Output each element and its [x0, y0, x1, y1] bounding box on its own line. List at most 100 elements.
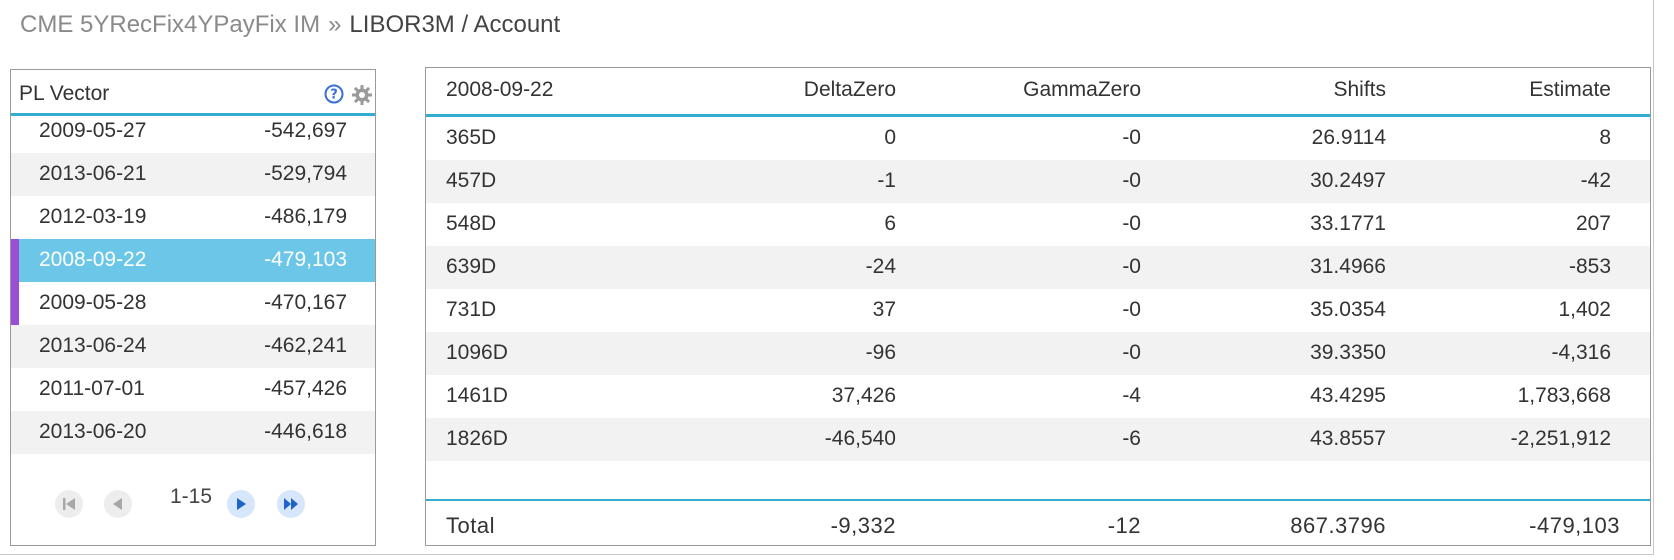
cell-shifts: 43.4295 [1310, 384, 1386, 407]
pl-vector-value: -542,697 [264, 119, 347, 142]
table-row[interactable]: 365D 0 -0 26.9114 8 [426, 117, 1650, 160]
cell-tenor: 1826D [446, 427, 508, 450]
pl-vector-value: -457,426 [264, 377, 347, 400]
cell-gammazero: -0 [1122, 212, 1141, 235]
cell-estimate: -853 [1568, 255, 1611, 278]
cell-deltazero: -96 [865, 341, 896, 364]
cell-tenor: 1461D [446, 384, 508, 407]
pager-prev-button[interactable] [103, 489, 133, 519]
pager-last-button[interactable] [276, 489, 306, 519]
breadcrumb-separator: » [328, 11, 342, 38]
pl-vector-panel: PL Vector ? [10, 69, 376, 546]
cell-tenor: 548D [446, 212, 497, 235]
header-date[interactable]: 2008-09-22 [446, 78, 554, 101]
cell-estimate: 8 [1599, 126, 1611, 149]
table-row[interactable]: 1096D -96 -0 39.3350 -4,316 [426, 332, 1650, 375]
cell-shifts: 31.4966 [1310, 255, 1386, 278]
table-header: 2008-09-22 DeltaZero GammaZero Shifts Es… [426, 68, 1650, 117]
breadcrumb-current: LIBOR3M / Account [349, 11, 561, 38]
pager-first-button[interactable] [54, 489, 84, 519]
cell-deltazero: -46,540 [824, 427, 896, 450]
header-gammazero[interactable]: GammaZero [1023, 78, 1141, 101]
gear-icon[interactable] [351, 84, 373, 106]
pl-vector-row[interactable]: 2013-06-24 -462,241 [11, 325, 375, 368]
cell-tenor: 1096D [446, 341, 508, 364]
pl-vector-date: 2009-05-27 [39, 119, 147, 142]
breadcrumb-parent-link[interactable]: CME 5YRecFix4YPayFix IM [20, 11, 321, 38]
cell-deltazero: 6 [884, 212, 896, 235]
table-row[interactable]: 1461D 37,426 -4 43.4295 1,783,668 [426, 375, 1650, 418]
cell-deltazero: -1 [877, 169, 896, 192]
cell-estimate: 1,402 [1558, 298, 1611, 321]
detail-table: 2008-09-22 DeltaZero GammaZero Shifts Es… [425, 67, 1651, 546]
total-label: Total [446, 513, 495, 538]
pl-vector-value: -479,103 [264, 248, 347, 271]
svg-text:?: ? [330, 88, 338, 103]
pl-vector-value: -462,241 [264, 334, 347, 357]
header-deltazero[interactable]: DeltaZero [803, 78, 896, 101]
total-deltazero: -9,332 [830, 513, 896, 538]
cell-gammazero: -4 [1122, 384, 1141, 407]
pl-vector-date: 2013-06-20 [39, 420, 147, 443]
cell-deltazero: 37 [872, 298, 896, 321]
pl-vector-value: -470,167 [264, 291, 347, 314]
pl-vector-date: 2013-06-21 [39, 162, 147, 185]
total-gammazero: -12 [1107, 513, 1141, 538]
pager-next-button[interactable] [226, 489, 256, 519]
table-row[interactable]: 1826D -46,540 -6 43.8557 -2,251,912 [426, 418, 1650, 461]
cell-shifts: 26.9114 [1311, 126, 1386, 149]
cell-deltazero: -24 [865, 255, 896, 278]
pl-vector-value: -486,179 [264, 205, 347, 228]
cell-deltazero: 0 [884, 126, 896, 149]
table-total-row: Total -9,332 -12 867.3796 -479,103 [426, 499, 1650, 545]
pl-vector-date: 2008-09-22 [39, 248, 147, 271]
cell-shifts: 43.8557 [1310, 427, 1386, 450]
pl-vector-date: 2011-07-01 [39, 377, 145, 400]
pl-vector-header: PL Vector ? [11, 70, 375, 116]
pl-vector-date: 2009-05-28 [39, 291, 147, 314]
pl-vector-date: 2013-06-24 [39, 334, 147, 357]
pl-vector-date: 2012-03-19 [39, 205, 147, 228]
header-shifts[interactable]: Shifts [1333, 78, 1386, 101]
pl-vector-value: -446,618 [264, 420, 347, 443]
breadcrumb: CME 5YRecFix4YPayFix IM » LIBOR3M / Accoun… [20, 10, 560, 40]
pager-range-label: 1-15 [170, 485, 213, 508]
cell-gammazero: -0 [1122, 341, 1141, 364]
cell-deltazero: 37,426 [831, 384, 896, 407]
cell-gammazero: -0 [1122, 298, 1141, 321]
cell-gammazero: -0 [1122, 126, 1141, 149]
cell-estimate: 207 [1575, 212, 1611, 235]
help-icon[interactable]: ? [324, 84, 344, 104]
row-marker [11, 282, 19, 325]
pl-vector-row[interactable]: 2008-09-22 -479,103 [11, 239, 375, 282]
total-estimate: -479,103 [1529, 513, 1620, 538]
cell-tenor: 639D [446, 255, 497, 278]
pl-vector-row[interactable]: 2009-05-27 -542,697 [11, 110, 375, 153]
pl-vector-row[interactable]: 2009-05-28 -470,167 [11, 282, 375, 325]
pl-vector-row[interactable]: 2013-06-20 -446,618 [11, 411, 375, 454]
pl-vector-row[interactable]: 2012-03-19 -486,179 [11, 196, 375, 239]
outer-frame [0, 0, 1654, 555]
cell-tenor: 457D [446, 169, 497, 192]
cell-tenor: 731D [446, 298, 497, 321]
cell-shifts: 35.0354 [1310, 298, 1386, 321]
cell-gammazero: -6 [1122, 427, 1141, 450]
pl-vector-title: PL Vector [19, 82, 110, 105]
cell-shifts: 30.2497 [1310, 169, 1386, 192]
cell-gammazero: -0 [1122, 169, 1141, 192]
cell-estimate: 1,783,668 [1517, 384, 1611, 407]
cell-estimate: -4,316 [1551, 341, 1611, 364]
cell-shifts: 39.3350 [1310, 341, 1386, 364]
table-row[interactable]: 457D -1 -0 30.2497 -42 [426, 160, 1650, 203]
table-row[interactable]: 548D 6 -0 33.1771 207 [426, 203, 1650, 246]
cell-estimate: -42 [1580, 169, 1611, 192]
total-shifts: 867.3796 [1290, 513, 1386, 538]
cell-gammazero: -0 [1122, 255, 1141, 278]
table-row[interactable]: 639D -24 -0 31.4966 -853 [426, 246, 1650, 289]
pl-vector-row[interactable]: 2011-07-01 -457,426 [11, 368, 375, 411]
cell-shifts: 33.1771 [1310, 212, 1386, 235]
header-estimate[interactable]: Estimate [1529, 78, 1611, 101]
table-row[interactable]: 731D 37 -0 35.0354 1,402 [426, 289, 1650, 332]
pl-vector-value: -529,794 [264, 162, 347, 185]
pl-vector-row[interactable]: 2013-06-21 -529,794 [11, 153, 375, 196]
